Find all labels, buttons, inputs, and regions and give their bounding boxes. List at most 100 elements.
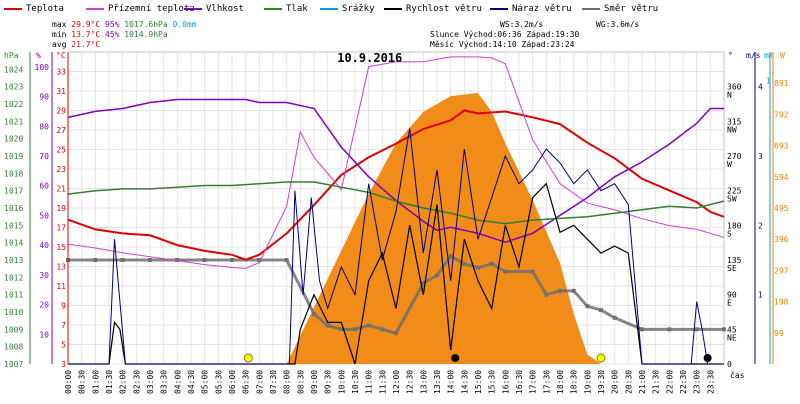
tick-label-solar: 198 bbox=[774, 298, 789, 307]
tick-label-direction-compass: NW bbox=[727, 125, 737, 134]
tick-label-pressure: 1020 bbox=[4, 135, 23, 144]
tick-label-pressure: 1009 bbox=[4, 325, 23, 334]
tick-label-direction: 360 bbox=[727, 83, 742, 92]
tick-label-pressure: 1013 bbox=[4, 256, 23, 265]
tick-label-time: 00:00 bbox=[64, 370, 73, 394]
tick-label-time: 14:30 bbox=[460, 370, 469, 394]
tick-label-direction: 45 bbox=[727, 325, 737, 334]
series-line-tlak bbox=[67, 181, 725, 225]
tick-label-time: 07:30 bbox=[269, 370, 278, 394]
legend-entry-smer-vetru: Směr větru bbox=[582, 3, 658, 15]
legend-entry-rychlost-vetru: Rychlost větru bbox=[384, 3, 482, 15]
tick-label-solar: 495 bbox=[774, 204, 789, 213]
axis-label-temperature: °C bbox=[56, 51, 66, 60]
tick-label-humidity: 70 bbox=[39, 152, 49, 161]
tick-label-time: 05:30 bbox=[214, 370, 223, 394]
chart-title: 10.9.2016 bbox=[337, 51, 402, 65]
tick-label-time: 13:30 bbox=[433, 370, 442, 394]
tick-label-rain: 1 bbox=[766, 76, 771, 85]
tick-label-solar: 396 bbox=[774, 235, 789, 244]
tick-label-direction: 0 bbox=[727, 360, 732, 369]
tick-label-time: 03:00 bbox=[146, 370, 155, 394]
tick-label-direction-compass: SE bbox=[727, 264, 737, 273]
tick-label-time: 06:30 bbox=[242, 370, 251, 394]
legend-swatch bbox=[490, 8, 508, 10]
tick-label-time: 02:30 bbox=[132, 370, 141, 394]
series-line-p-zemn-teplota bbox=[67, 56, 725, 269]
tick-label-time: 03:30 bbox=[160, 370, 169, 394]
tick-label-time: 15:00 bbox=[474, 370, 483, 394]
tick-label-direction-compass: S bbox=[727, 229, 732, 238]
tick-label-humidity: 20 bbox=[39, 301, 49, 310]
series-line-vlhkost bbox=[67, 98, 724, 243]
tick-label-time: 14:00 bbox=[447, 370, 456, 394]
tick-label-pressure: 1011 bbox=[4, 291, 23, 300]
tick-label-direction: 270 bbox=[727, 152, 742, 161]
tick-label-direction-compass: E bbox=[727, 299, 732, 308]
tick-label-humidity: 100 bbox=[35, 63, 50, 72]
tick-label-humidity: 60 bbox=[39, 182, 49, 191]
tick-label-direction: 315 bbox=[727, 117, 742, 126]
tick-label-time: 09:00 bbox=[310, 370, 319, 394]
tick-label-time: 01:00 bbox=[91, 370, 100, 394]
tick-label-pressure: 1010 bbox=[4, 308, 23, 317]
tick-label-time: 04:30 bbox=[187, 370, 196, 394]
tick-label-humidity: 40 bbox=[39, 241, 49, 250]
tick-label-solar: 693 bbox=[774, 142, 789, 151]
sunset-marker bbox=[596, 353, 606, 363]
legend-label: Náraz větru bbox=[512, 4, 572, 14]
tick-label-pressure: 1021 bbox=[4, 117, 23, 126]
stat-max-rain: 0.0mm bbox=[172, 20, 197, 29]
tick-label-pressure: 1017 bbox=[4, 187, 23, 196]
sun-info: Slunce Východ:06:36 Západ:19:30 bbox=[430, 30, 580, 39]
tick-label-pressure: 1022 bbox=[4, 100, 23, 109]
legend-swatch bbox=[4, 8, 22, 10]
tick-label-temperature: 15 bbox=[56, 243, 66, 252]
tick-label-humidity: 30 bbox=[39, 271, 49, 280]
tick-label-time: 15:30 bbox=[488, 370, 497, 394]
tick-label-temperature: 25 bbox=[56, 146, 66, 155]
tick-label-direction-compass: N bbox=[727, 91, 732, 100]
tick-label-direction-compass: SW bbox=[727, 195, 737, 204]
legend-swatch bbox=[384, 8, 402, 10]
tick-label-solar: 792 bbox=[774, 110, 789, 119]
tick-label-direction: 225 bbox=[727, 187, 742, 196]
tick-label-time: 12:30 bbox=[406, 370, 415, 394]
legend-label: Srážky bbox=[342, 4, 375, 14]
axis-label-solar: W bbox=[780, 51, 785, 60]
tick-label-wind: 4 bbox=[758, 83, 763, 92]
stat-max-press: 1017.6hPa bbox=[124, 20, 168, 29]
tick-label-pressure: 1016 bbox=[4, 204, 23, 213]
series-line-n-raz-v-tru bbox=[68, 128, 724, 365]
legend-entry-naraz-vetru: Náraz větru bbox=[490, 3, 572, 15]
tick-label-temperature: 13 bbox=[56, 263, 66, 272]
stat-max-hum: 95% bbox=[105, 20, 120, 29]
tick-label-temperature: 21 bbox=[56, 185, 66, 194]
legend-label: Přízemní teplota bbox=[108, 4, 195, 14]
stat-max-temp: 29.9°C bbox=[71, 20, 101, 29]
tick-label-time: 16:30 bbox=[515, 370, 524, 394]
tick-label-time: 07:00 bbox=[255, 370, 264, 394]
tick-label-temperature: 9 bbox=[61, 302, 66, 311]
tick-label-direction: 90 bbox=[727, 291, 737, 300]
tick-label-time: 08:30 bbox=[296, 370, 305, 394]
stat-max-label: max bbox=[52, 20, 67, 29]
tick-label-humidity: 80 bbox=[39, 122, 49, 131]
moon-info: Měsíc Východ:14:10 Západ:23:24 bbox=[430, 40, 575, 49]
moonset-marker bbox=[703, 354, 712, 362]
legend-swatch bbox=[184, 8, 202, 10]
legend-label: Směr větru bbox=[604, 4, 659, 14]
stat-avg-temp: 21.7°C bbox=[71, 40, 101, 49]
stat-avg-label: avg bbox=[52, 40, 67, 49]
tick-label-temperature: 3 bbox=[61, 360, 66, 369]
tick-label-time: 10:30 bbox=[351, 370, 360, 394]
tick-label-time: 02:00 bbox=[119, 370, 128, 394]
tick-label-time: 11:30 bbox=[378, 370, 387, 394]
stat-min-press: 1014.9hPa bbox=[124, 30, 168, 39]
stat-min-hum: 45% bbox=[105, 30, 120, 39]
axis-label-wind: m/s bbox=[746, 51, 761, 60]
axis-label-direction: ° bbox=[728, 51, 733, 60]
tick-label-temperature: 19 bbox=[56, 204, 66, 213]
tick-label-time: 10:00 bbox=[337, 370, 346, 394]
tick-label-pressure: 1024 bbox=[4, 65, 23, 74]
